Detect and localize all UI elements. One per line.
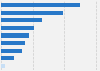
Bar [1, 41, 25, 45]
Bar [1, 56, 14, 60]
Bar [1, 11, 63, 15]
Bar [1, 18, 42, 22]
Bar [1, 3, 80, 7]
Bar [1, 26, 34, 30]
Bar [1, 64, 6, 68]
Bar [1, 49, 22, 53]
Bar [1, 33, 28, 38]
